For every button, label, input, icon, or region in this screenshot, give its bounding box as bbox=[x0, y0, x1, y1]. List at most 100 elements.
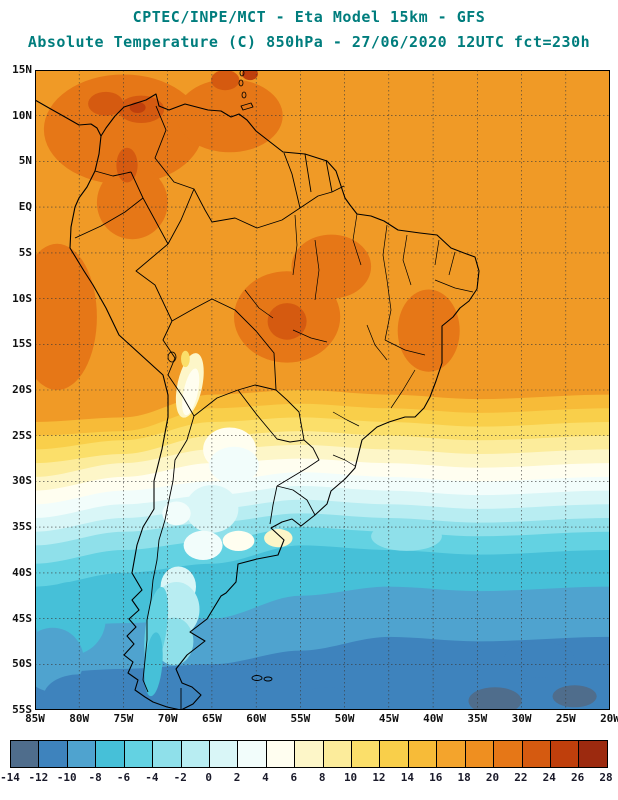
state-border bbox=[332, 454, 356, 467]
colorbar-tick-label: 26 bbox=[570, 771, 585, 784]
border-guianas-bra bbox=[299, 185, 345, 209]
border-ecu-peru bbox=[74, 197, 144, 239]
temperature-spot bbox=[96, 166, 168, 240]
lon-tick-label: 75W bbox=[113, 712, 134, 725]
colorbar-tick-label: 14 bbox=[400, 771, 414, 784]
state-border bbox=[292, 329, 328, 343]
border-ven-bra bbox=[211, 207, 301, 229]
border-par-arg bbox=[237, 389, 305, 443]
temperature-spot bbox=[291, 234, 372, 299]
state-border bbox=[314, 239, 320, 301]
colorbar-segment bbox=[380, 741, 409, 767]
lat-tick-label: 10S bbox=[12, 291, 32, 305]
temperature-spot bbox=[267, 303, 307, 340]
lat-tick-label: 15S bbox=[12, 337, 32, 351]
lat-tick-label: 45S bbox=[12, 611, 32, 625]
temperature-spot bbox=[129, 102, 146, 113]
map-svg bbox=[35, 70, 610, 710]
lat-tick-label: 55S bbox=[12, 703, 32, 716]
border-arg-chi bbox=[142, 415, 195, 693]
page-title-line1: CPTEC/INPE/MCT - Eta Model 15km - GFS bbox=[132, 8, 486, 26]
colorbar-segment bbox=[209, 741, 239, 767]
colorbar-segment bbox=[494, 741, 523, 767]
colorbar-tick-label: 0 bbox=[205, 771, 212, 784]
lat-tick-label: 5N bbox=[18, 154, 32, 168]
border-peru-bra bbox=[135, 243, 173, 322]
colorbar-tick-label: 2 bbox=[233, 771, 241, 784]
colorbar-tick-label: -14 bbox=[0, 771, 20, 784]
state-border bbox=[434, 279, 474, 293]
lat-tick-label: 35S bbox=[12, 520, 32, 534]
colorbar-tick-label: -2 bbox=[173, 771, 187, 784]
colorbar-segment bbox=[352, 741, 381, 767]
colorbar-segment bbox=[323, 741, 353, 767]
antilles-island-1 bbox=[239, 70, 245, 77]
colorbar-segment bbox=[465, 741, 495, 767]
colorbar-segment bbox=[551, 741, 580, 767]
lon-tick-label: 55W bbox=[290, 712, 311, 725]
lon-tick-label: 85W bbox=[25, 712, 45, 725]
colorbar bbox=[10, 740, 608, 768]
temperature-spot bbox=[242, 70, 258, 81]
colorbar-tick-label: 16 bbox=[429, 771, 443, 784]
temperature-spot bbox=[300, 687, 354, 710]
temperature-spot bbox=[468, 687, 522, 710]
coastline bbox=[35, 70, 480, 710]
state-border bbox=[384, 279, 392, 341]
state-border bbox=[384, 339, 426, 356]
lat-tick-label: 10N bbox=[12, 108, 32, 122]
lon-tick-label: 60W bbox=[246, 712, 267, 725]
temperature-spot bbox=[183, 530, 223, 560]
temperature-spot bbox=[43, 674, 115, 710]
state-border bbox=[448, 251, 456, 276]
state-border bbox=[402, 234, 412, 286]
border-bol-bra bbox=[171, 298, 277, 391]
colorbar-segment bbox=[11, 741, 40, 767]
lon-tick-label: 40W bbox=[423, 712, 443, 725]
lon-tick-label: 45W bbox=[378, 712, 399, 725]
colorbar-segment bbox=[181, 741, 210, 767]
colorbar-tick-label: 8 bbox=[318, 771, 326, 784]
border-bol-par bbox=[237, 384, 277, 391]
temperature-spot bbox=[222, 530, 255, 551]
colorbar-segment bbox=[153, 741, 182, 767]
temperature-spot bbox=[162, 501, 191, 526]
border-col-ecu bbox=[94, 170, 132, 177]
colorbar-segment bbox=[295, 741, 324, 767]
country-borders bbox=[74, 105, 345, 710]
colorbar-segment bbox=[408, 741, 438, 767]
state-border bbox=[434, 239, 440, 266]
colorbar-segment bbox=[96, 741, 125, 767]
lat-tick-label: 25S bbox=[12, 428, 32, 442]
temperature-spot bbox=[264, 529, 293, 548]
colorbar-tick-label: -6 bbox=[116, 771, 131, 784]
state-border bbox=[366, 324, 388, 361]
colorbar-tick-label: 20 bbox=[485, 771, 500, 784]
colorbar-tick-label: 22 bbox=[514, 771, 528, 784]
colorbar-tick-label: 6 bbox=[290, 771, 298, 784]
temperature-spot bbox=[116, 147, 138, 183]
border-bra-uru bbox=[276, 485, 316, 516]
state-border bbox=[390, 369, 416, 409]
temperature-field bbox=[35, 70, 610, 710]
border-peru-bol bbox=[162, 320, 176, 376]
falkland-island-west bbox=[251, 675, 263, 681]
state-border bbox=[382, 224, 388, 281]
colorbar-tick-label: -4 bbox=[145, 771, 159, 784]
lon-tick-label: 80W bbox=[69, 712, 90, 725]
temperature-spot bbox=[43, 74, 204, 185]
lat-tick-label: 30S bbox=[12, 474, 32, 488]
lon-tick-label: 30W bbox=[511, 712, 532, 725]
lon-tick-label: 65W bbox=[201, 712, 222, 725]
coastline-path bbox=[35, 93, 480, 710]
border-arg-bra bbox=[276, 439, 320, 487]
state-border bbox=[352, 213, 362, 266]
antilles-island-2 bbox=[238, 79, 244, 87]
temperature-spot bbox=[397, 289, 460, 372]
border-arg-uru bbox=[269, 485, 278, 525]
border-col-ven bbox=[154, 105, 213, 223]
colorbar-segment bbox=[522, 741, 552, 767]
colorbar-segment bbox=[266, 741, 296, 767]
colorbar-tick-label: -12 bbox=[28, 771, 49, 784]
lon-tick-label: 70W bbox=[157, 712, 178, 725]
